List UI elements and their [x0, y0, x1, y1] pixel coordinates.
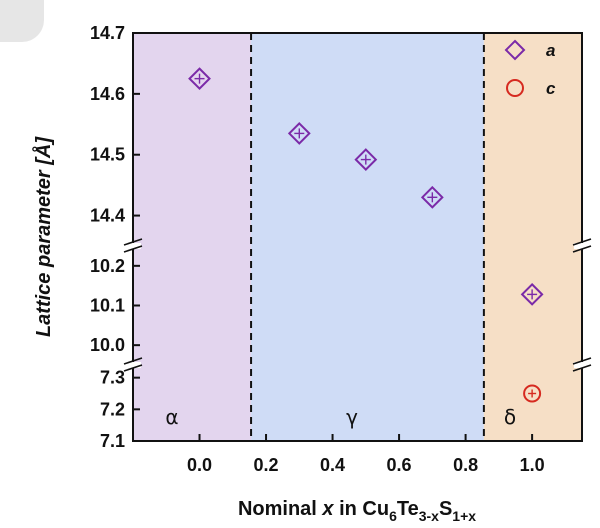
axis-break-mark-left-1-a: [123, 238, 143, 246]
x-tick-label-4: 0.8: [453, 455, 478, 475]
axis-break-gap-left-1: [125, 243, 141, 249]
corner-tab: [0, 0, 44, 42]
axis-break-mark-right-0-a: [572, 357, 592, 365]
point-a-4: [520, 282, 544, 306]
legend-marker-c: [506, 79, 524, 97]
y-tick-label-1-0: 10.0: [90, 335, 125, 355]
axis-break-gap-left-0: [125, 362, 141, 368]
legend-marker-a: [504, 39, 526, 61]
data-points: [188, 67, 544, 403]
y-tick-label-1-1: 10.1: [90, 296, 125, 316]
x-axis-title-part-0: Nominal: [238, 498, 322, 520]
phase-boundaries: [250, 33, 485, 441]
axis-break-gap-right-1: [574, 243, 590, 249]
y-tick-label-2-1: 14.5: [90, 145, 125, 165]
y-tick-label-0-1: 7.2: [100, 399, 125, 419]
x-axis-title-part-2: in Cu: [334, 498, 390, 520]
axes: [123, 32, 592, 442]
point-c-0: [523, 384, 542, 403]
region-0-label: α: [165, 405, 178, 429]
point-a-3: [420, 185, 444, 209]
y-axis-title: Lattice parameter [Å]: [31, 136, 55, 337]
axis-break-gap-right-0: [574, 362, 590, 368]
y-tick-label-2-2: 14.6: [90, 84, 125, 104]
axis-break-mark-left-0-b: [123, 364, 143, 372]
x-axis-title-part-7: 1+x: [452, 508, 476, 524]
plot-frame: [132, 32, 583, 442]
x-tick-label-3: 0.6: [387, 455, 412, 475]
y-tick-label-2-3: 14.7: [90, 23, 125, 43]
point-a-1: [287, 122, 311, 145]
ticks: 7.1 7.2 7.3 10.0 10.1 10.2 14.4 14.5 14.6 14.7 0.0…: [90, 23, 545, 475]
x-tick-label-2: 0.4: [320, 455, 345, 475]
legend-label-a: a: [546, 41, 555, 60]
region-2-background: [483, 33, 582, 441]
region-1-background: [251, 33, 484, 441]
x-axis-title-part-1: x: [321, 498, 334, 520]
x-axis-title-part-6: S: [439, 498, 452, 520]
axis-break-mark-left-0-a: [123, 357, 143, 365]
x-tick-label-0: 0.0: [187, 455, 212, 475]
x-axis-title-part-5: 3-x: [419, 508, 439, 524]
x-tick-label-5: 1.0: [520, 455, 545, 475]
x-axis-title-part-4: Te: [397, 498, 419, 520]
y-tick-label-0-2: 7.3: [100, 368, 125, 388]
y-tick-label-1-2: 10.2: [90, 256, 125, 276]
axis-break-mark-right-1-b: [572, 245, 592, 253]
x-tick-label-1: 0.2: [254, 455, 279, 475]
x-axis-title: Nominal x in Cu6Te3-xS1+x: [238, 498, 476, 524]
region-1-label: γ: [346, 405, 358, 429]
y-tick-label-0-0: 7.1: [100, 431, 125, 451]
point-a-0: [188, 67, 211, 91]
axis-break-mark-left-1-b: [123, 245, 143, 253]
legend: ac: [504, 39, 556, 98]
axis-break-mark-right-1-a: [572, 238, 592, 246]
axis-break-mark-right-0-b: [572, 364, 592, 372]
axis-titles: Lattice parameter [Å] Nominal x in Cu6Te3…: [31, 136, 476, 524]
legend-label-c: c: [546, 79, 556, 98]
x-axis-title-part-3: 6: [389, 508, 397, 524]
y-tick-label-2-0: 14.4: [90, 206, 125, 226]
region-2-label: δ: [504, 405, 516, 429]
point-a-2: [354, 148, 378, 171]
region-0-background: [133, 33, 252, 441]
